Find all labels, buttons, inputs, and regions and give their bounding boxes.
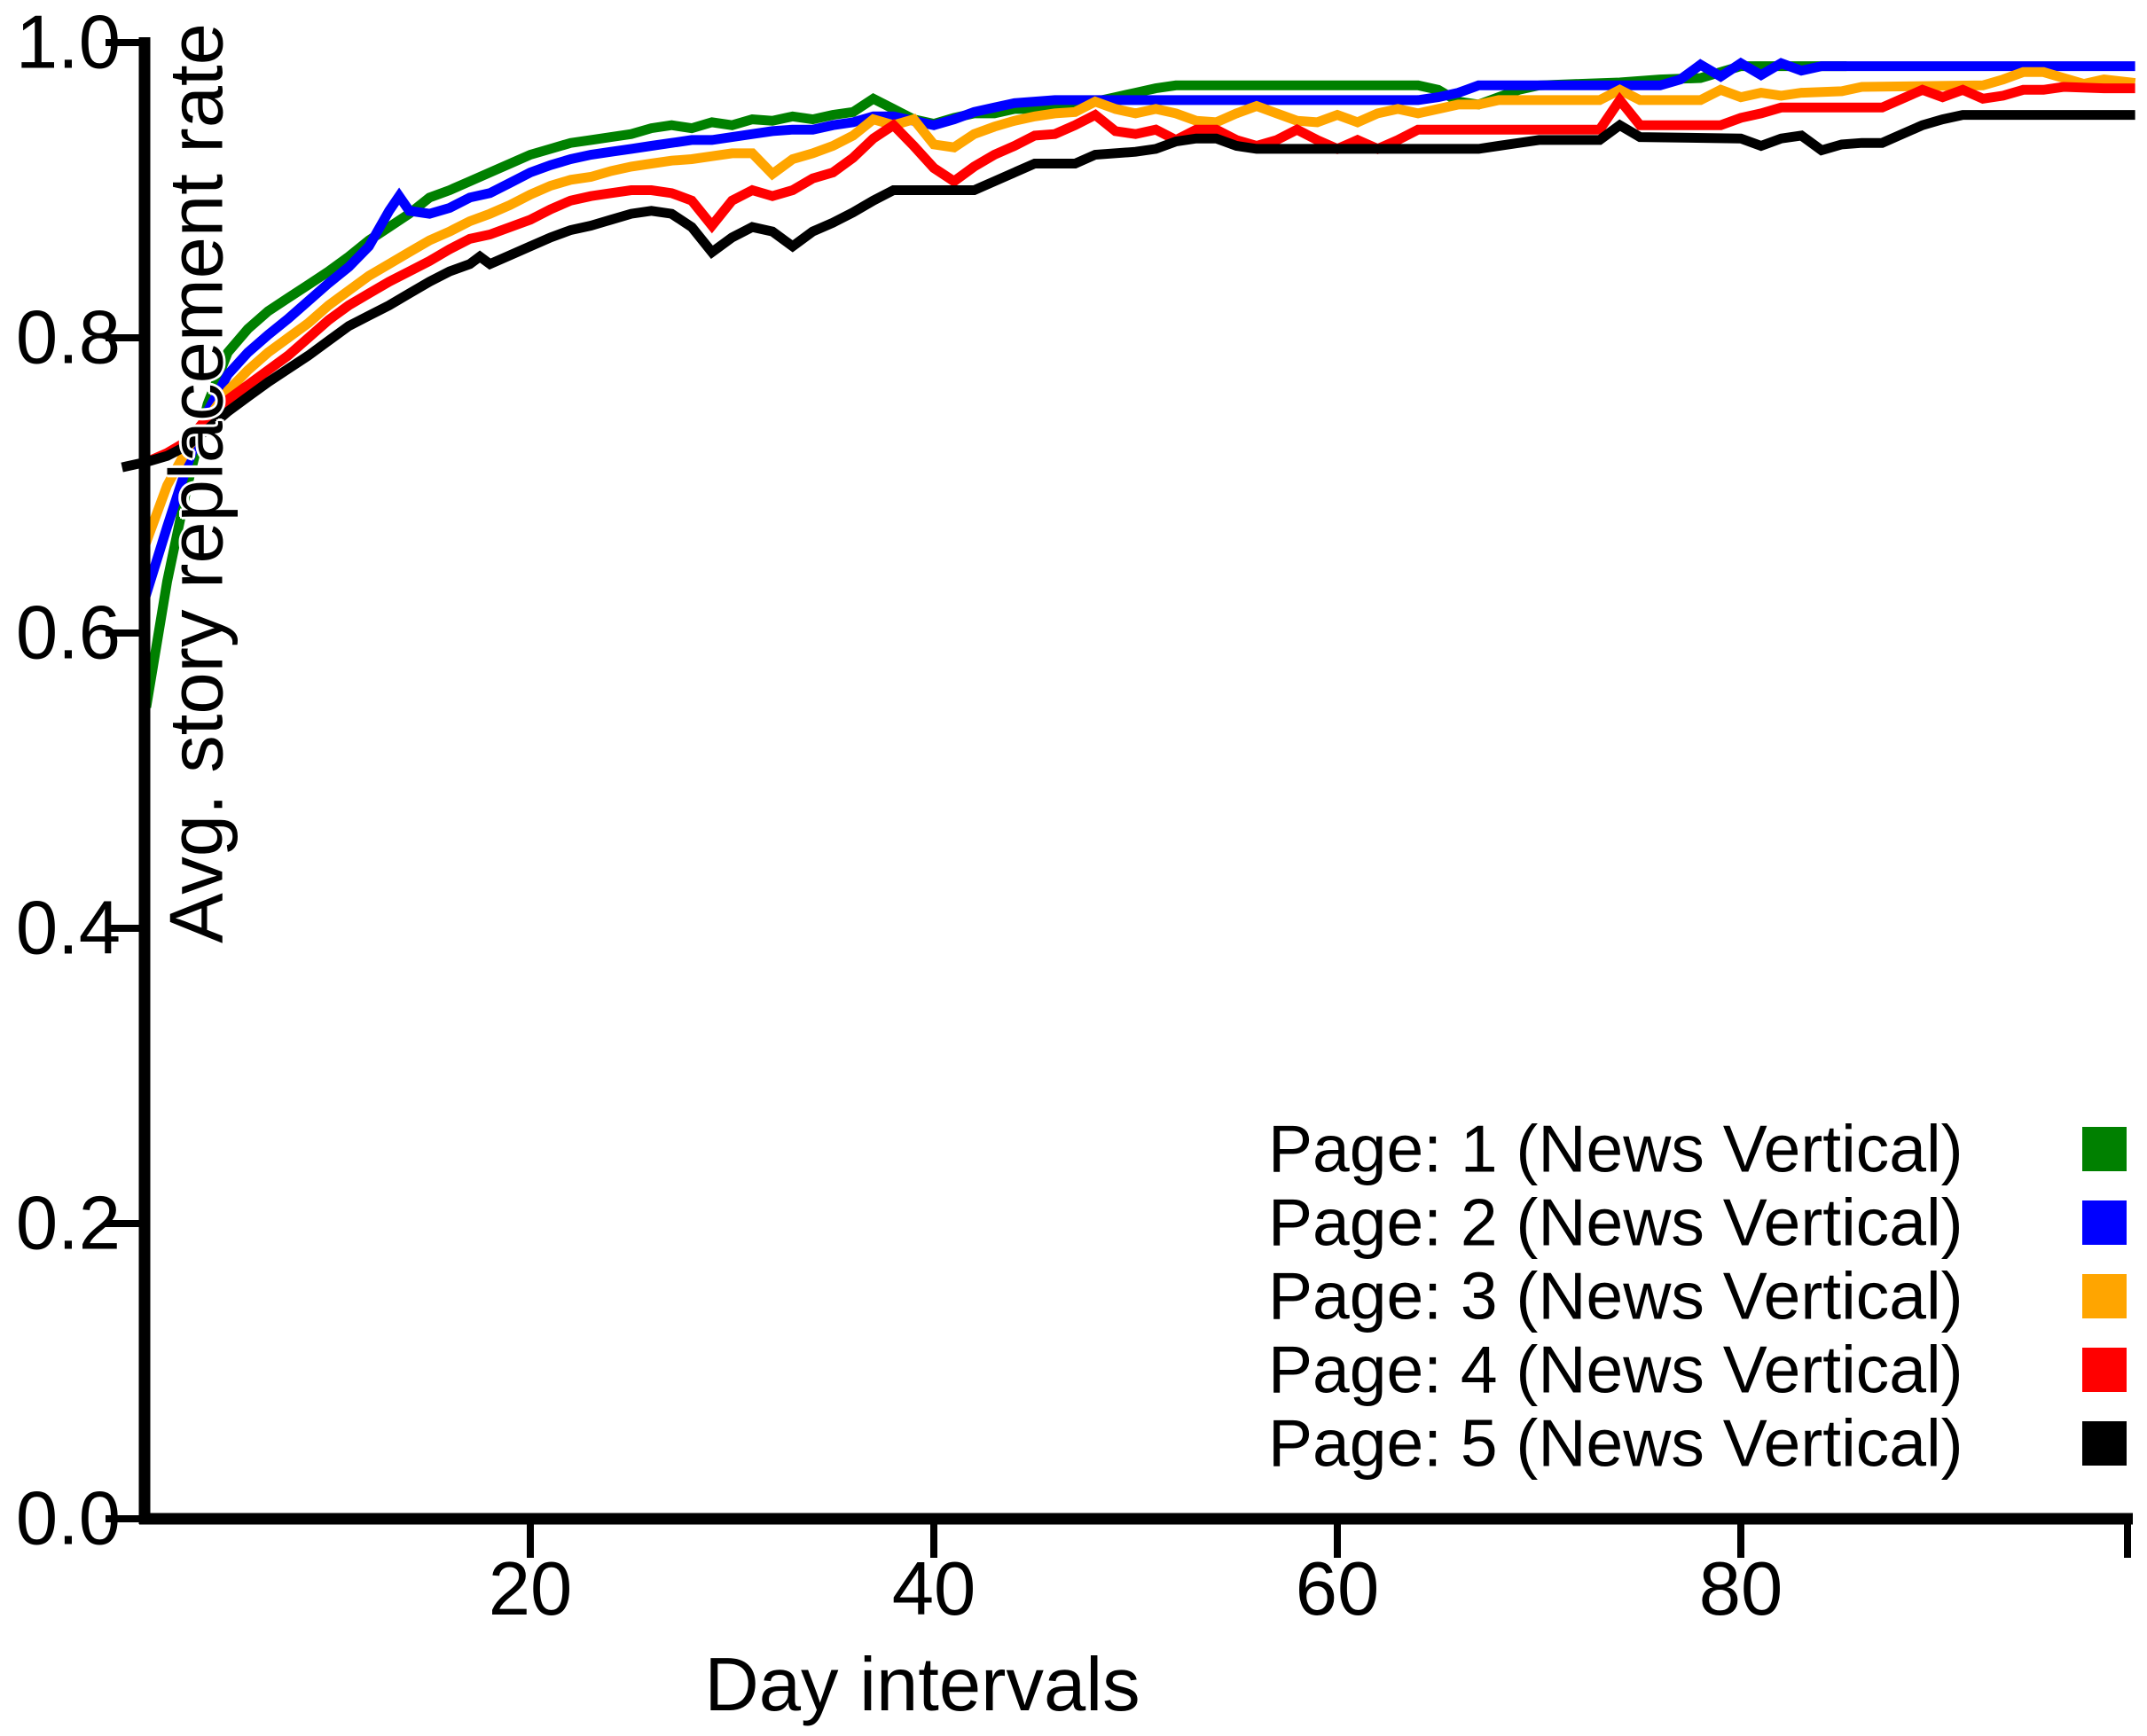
legend-item-page-1: Page: 1 (News Vertical) bbox=[1268, 1114, 2127, 1184]
data-line-page-2 bbox=[140, 57, 2135, 598]
legend-label: Page: 2 (News Vertical) bbox=[1268, 1185, 1963, 1260]
y-tick-label-0.4: 0.4 bbox=[15, 886, 121, 971]
legend-label: Page: 1 (News Vertical) bbox=[1268, 1111, 1963, 1186]
legend-swatch-icon bbox=[2082, 1127, 2127, 1171]
y-tick-label-0.2: 0.2 bbox=[15, 1181, 121, 1266]
y-tick-label-0.0: 0.0 bbox=[15, 1476, 121, 1561]
y-tick-label-0.6: 0.6 bbox=[15, 590, 121, 676]
legend-item-page-3: Page: 3 (News Vertical) bbox=[1268, 1262, 2127, 1331]
legend-swatch-icon bbox=[2082, 1200, 2127, 1245]
x-tick-label-20: 20 bbox=[488, 1547, 573, 1631]
legend-item-page-2: Page: 2 (News Vertical) bbox=[1268, 1188, 2127, 1257]
legend-label: Page: 5 (News Vertical) bbox=[1268, 1405, 1963, 1481]
legend-label: Page: 4 (News Vertical) bbox=[1268, 1332, 1963, 1407]
y-axis-label: Avg. story replacement rate bbox=[154, 23, 239, 943]
legend-swatch-icon bbox=[2082, 1348, 2127, 1392]
legend-item-page-5: Page: 5 (News Vertical) bbox=[1268, 1409, 2127, 1478]
legend-swatch-icon bbox=[2082, 1274, 2127, 1318]
x-tick-label-80: 80 bbox=[1698, 1547, 1783, 1631]
y-tick-label-0.8: 0.8 bbox=[15, 295, 121, 380]
data-line-page-5 bbox=[121, 110, 2135, 473]
legend-item-page-4: Page: 4 (News Vertical) bbox=[1268, 1335, 2127, 1404]
data-line-page-1 bbox=[141, 61, 1847, 708]
data-line-page-4 bbox=[140, 82, 2135, 469]
x-tick-label-60: 60 bbox=[1295, 1547, 1380, 1631]
legend-swatch-icon bbox=[2082, 1421, 2127, 1466]
x-axis-label: Day intervals bbox=[704, 1643, 1140, 1727]
data-line-page-3 bbox=[140, 66, 2136, 547]
x-tick-label-40: 40 bbox=[891, 1547, 976, 1631]
y-tick-label-1.0: 1.0 bbox=[15, 0, 121, 85]
legend-label: Page: 3 (News Vertical) bbox=[1268, 1258, 1963, 1333]
